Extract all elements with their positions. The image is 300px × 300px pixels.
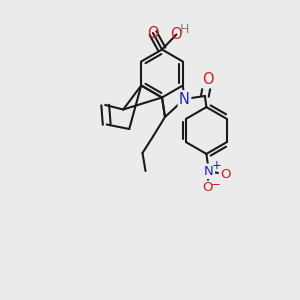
Text: O: O xyxy=(202,72,214,87)
Text: N: N xyxy=(204,165,214,178)
Text: O: O xyxy=(171,27,182,42)
Text: N: N xyxy=(179,92,190,106)
Text: H: H xyxy=(180,22,189,36)
Text: −: − xyxy=(211,178,220,191)
Text: O: O xyxy=(202,181,213,194)
Text: O: O xyxy=(147,26,159,40)
Text: +: + xyxy=(212,159,221,172)
Text: O: O xyxy=(220,168,231,181)
